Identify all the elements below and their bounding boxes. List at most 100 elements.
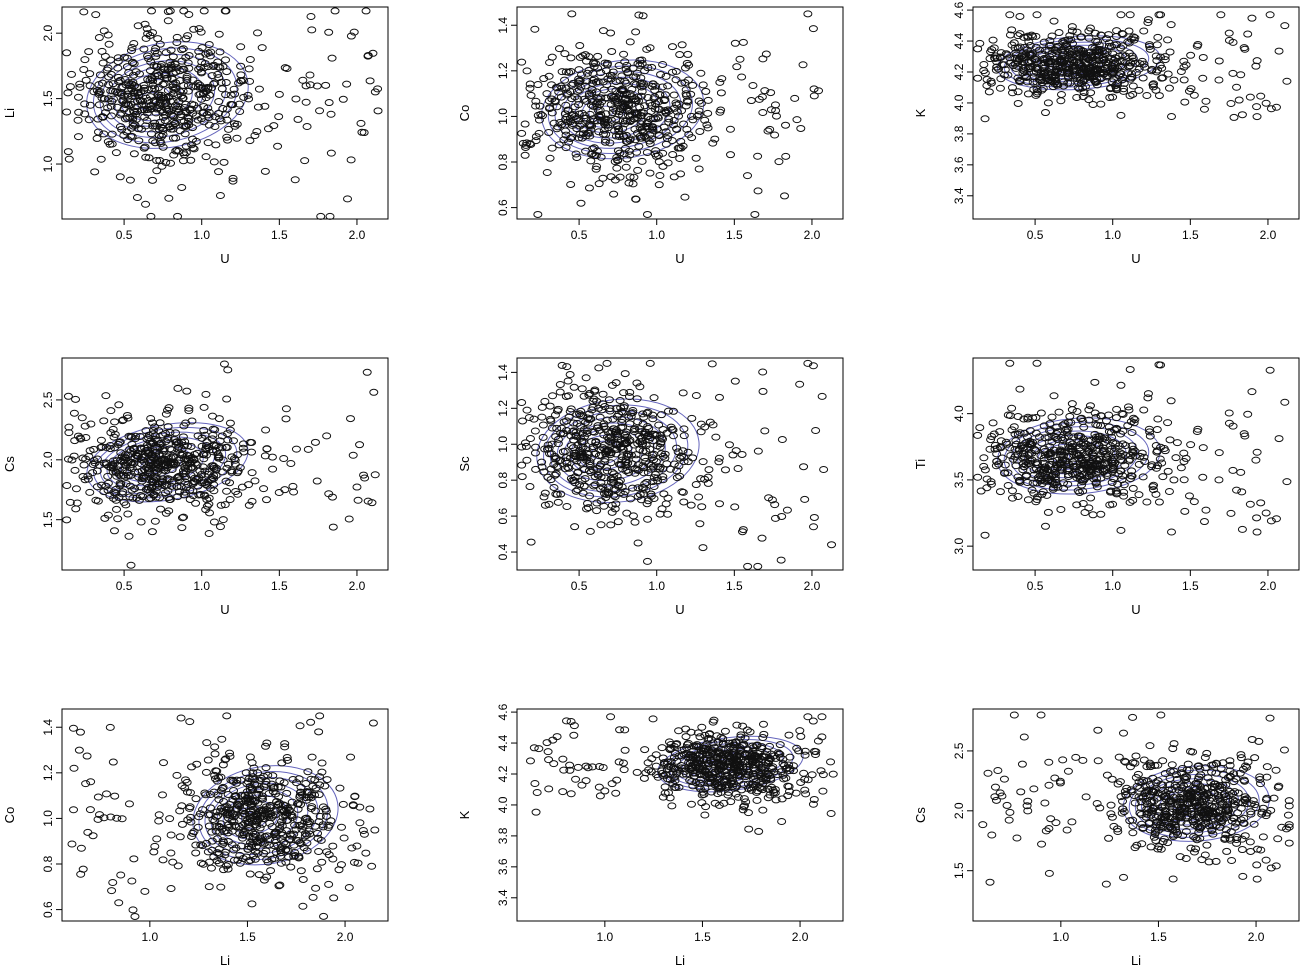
- data-point: [70, 466, 80, 474]
- data-point: [1184, 492, 1194, 500]
- data-point: [108, 758, 118, 766]
- data-point: [179, 82, 189, 90]
- data-point: [560, 76, 570, 84]
- data-point: [649, 394, 659, 402]
- data-point: [134, 137, 144, 145]
- data-point: [189, 25, 199, 33]
- data-point: [561, 127, 571, 135]
- data-point: [221, 79, 231, 87]
- data-point: [281, 415, 291, 423]
- data-point: [814, 87, 824, 95]
- data-point: [308, 893, 318, 901]
- data-point: [165, 97, 175, 105]
- data-point: [142, 25, 152, 33]
- data-point: [150, 85, 160, 93]
- data-point: [120, 75, 130, 83]
- data-point: [642, 478, 652, 486]
- data-point: [191, 849, 201, 857]
- data-point: [629, 173, 639, 181]
- data-point: [606, 521, 616, 529]
- data-point: [196, 95, 206, 103]
- data-point: [1282, 478, 1292, 486]
- data-points: [67, 712, 380, 920]
- data-point: [306, 718, 316, 726]
- data-point: [776, 556, 786, 564]
- data-point: [982, 484, 992, 492]
- data-point: [607, 47, 617, 55]
- data-point: [730, 39, 740, 47]
- data-point: [575, 42, 585, 50]
- data-point: [658, 60, 668, 68]
- data-point: [221, 56, 231, 64]
- data-point: [1040, 109, 1050, 117]
- data-point: [611, 450, 621, 458]
- data-point: [228, 177, 238, 185]
- data-point: [196, 28, 206, 36]
- data-point: [301, 98, 311, 106]
- data-point: [193, 823, 203, 831]
- data-point: [711, 433, 721, 441]
- data-point: [346, 156, 356, 164]
- data-point: [738, 722, 748, 730]
- data-point: [1112, 64, 1122, 72]
- data-point: [631, 195, 641, 203]
- data-point: [64, 155, 74, 163]
- data-point: [80, 422, 90, 430]
- data-point: [253, 103, 263, 111]
- data-point: [548, 392, 558, 400]
- data-point: [593, 106, 603, 114]
- data-point: [1013, 493, 1023, 501]
- data-point: [126, 47, 136, 55]
- data-point: [140, 887, 150, 895]
- data-point: [700, 116, 710, 124]
- data-point: [672, 125, 682, 133]
- data-point: [638, 12, 648, 20]
- data-point: [116, 123, 126, 131]
- data-point: [296, 867, 306, 875]
- data-point: [987, 46, 997, 54]
- data-point: [1065, 61, 1075, 69]
- data-point: [348, 451, 358, 459]
- data-point: [1011, 64, 1021, 72]
- data-point: [748, 81, 758, 89]
- data-point: [681, 90, 691, 98]
- data-point: [75, 728, 85, 736]
- data-point: [280, 64, 290, 72]
- data-point: [1013, 88, 1023, 96]
- data-point: [995, 488, 1005, 496]
- data-point: [65, 498, 75, 506]
- data-point: [675, 51, 685, 59]
- data-point: [1042, 75, 1052, 83]
- data-point: [525, 84, 535, 92]
- data-point: [1099, 56, 1109, 64]
- data-point: [1143, 394, 1153, 402]
- data-point: [346, 415, 356, 423]
- data-point: [612, 153, 622, 161]
- data-point: [173, 493, 183, 501]
- data-point: [567, 95, 577, 103]
- data-point: [324, 28, 334, 36]
- data-point: [183, 87, 193, 95]
- data-point: [184, 117, 194, 125]
- data-point: [553, 498, 563, 506]
- data-point: [1081, 65, 1091, 73]
- data-point: [1088, 511, 1098, 519]
- data-point: [613, 123, 623, 131]
- data-point: [580, 82, 590, 90]
- data-point: [305, 71, 315, 79]
- data-point: [210, 750, 220, 758]
- data-point: [1151, 86, 1161, 94]
- data-point: [583, 504, 593, 512]
- data-point: [94, 89, 104, 97]
- data-point: [1125, 11, 1135, 19]
- data-point: [659, 123, 669, 131]
- data-point: [204, 530, 214, 538]
- data-point: [1067, 406, 1077, 414]
- data-point: [1240, 45, 1250, 53]
- data-point: [1067, 27, 1077, 35]
- data-point: [1152, 426, 1162, 434]
- data-point: [214, 30, 224, 38]
- data-point: [660, 783, 670, 791]
- data-point: [252, 128, 262, 136]
- data-point: [245, 77, 255, 85]
